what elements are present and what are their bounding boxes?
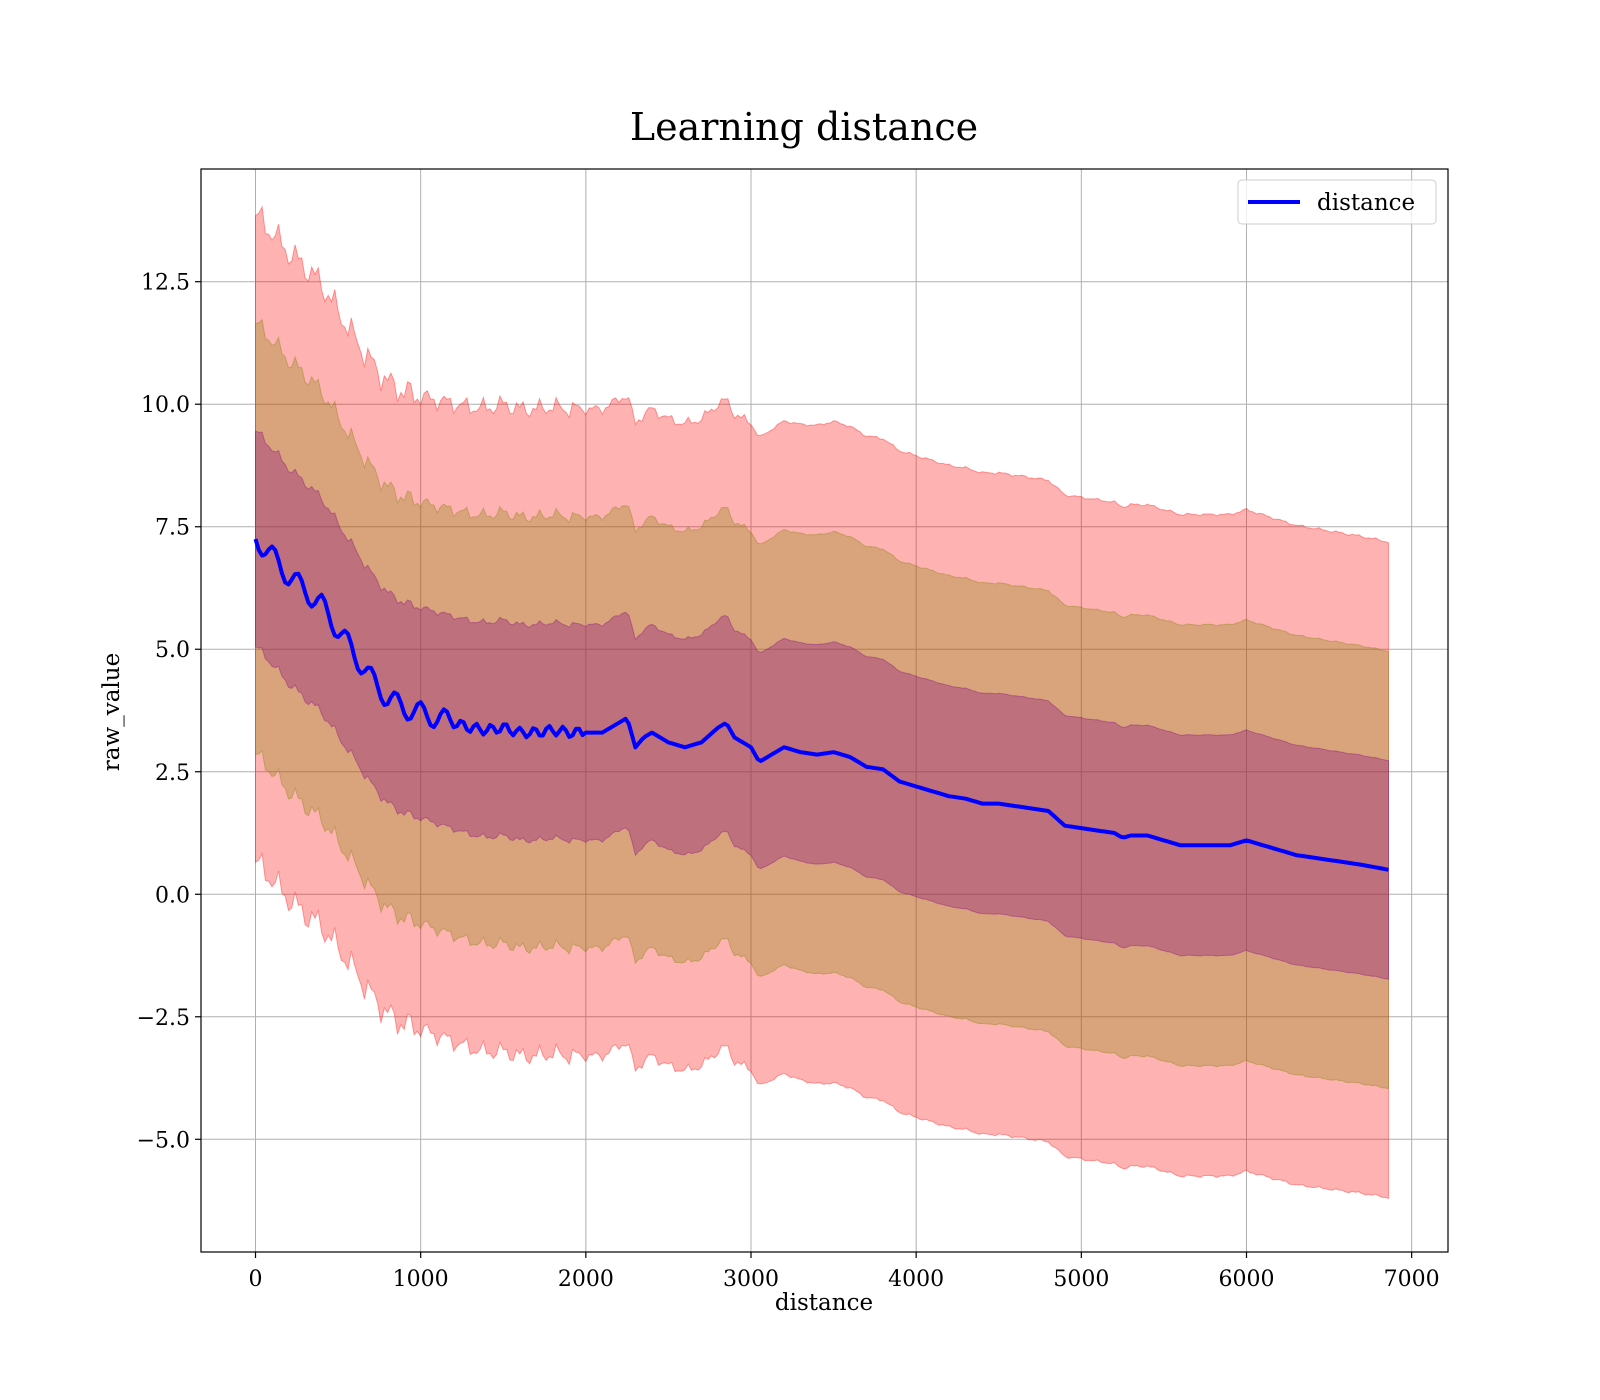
x-tick-label: 7000 xyxy=(1384,1267,1440,1292)
legend: distance xyxy=(1237,179,1437,225)
x-axis-ticks: 0 1000 2000 3000 4000 5000 6000 7000 xyxy=(249,1252,1440,1292)
y-tick-label: 7.5 xyxy=(155,516,190,541)
y-tick-label: −5.0 xyxy=(137,1128,190,1153)
band-3-sigma xyxy=(255,205,1389,1200)
y-tick-label: 2.5 xyxy=(155,761,190,786)
y-axis-label: raw_value xyxy=(99,653,125,771)
x-axis-label: distance xyxy=(775,1290,873,1316)
chart-title: Learning distance xyxy=(630,105,978,149)
x-tick-label: 3000 xyxy=(723,1267,779,1292)
x-tick-label: 1000 xyxy=(393,1267,449,1292)
y-tick-label: 0.0 xyxy=(155,883,190,908)
x-tick-label: 0 xyxy=(249,1267,263,1292)
legend-box xyxy=(1237,179,1437,225)
series-lines xyxy=(253,538,1389,872)
y-axis-ticks: −5.0 −2.5 0.0 2.5 5.0 7.5 10.0 12.5 xyxy=(137,271,201,1153)
y-tick-label: 12.5 xyxy=(141,271,190,296)
legend-label: distance xyxy=(1317,190,1415,216)
plot-frame xyxy=(200,168,1449,1253)
y-tick-label: 10.0 xyxy=(141,393,190,418)
y-tick-label: 5.0 xyxy=(155,638,190,663)
x-tick-label: 6000 xyxy=(1218,1267,1274,1292)
band-2-sigma xyxy=(255,318,1389,1090)
band-1-sigma xyxy=(255,430,1389,980)
x-tick-label: 5000 xyxy=(1053,1267,1109,1292)
confidence-bands xyxy=(255,205,1389,1200)
y-tick-label: −2.5 xyxy=(137,1006,190,1031)
x-tick-label: 2000 xyxy=(558,1267,614,1292)
grid xyxy=(201,169,1448,1252)
x-tick-label: 4000 xyxy=(888,1267,944,1292)
series-line-distance xyxy=(253,538,1389,872)
